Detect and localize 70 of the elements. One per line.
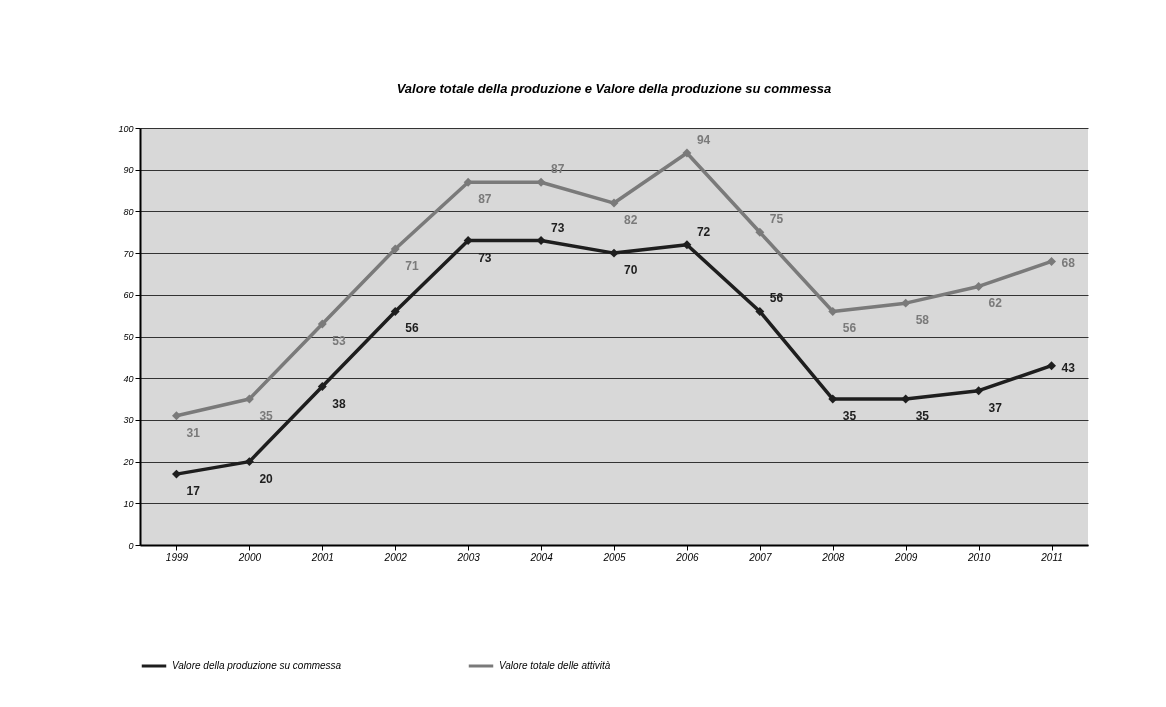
y-tick-label: 20 <box>122 457 134 468</box>
data-label: 56 <box>769 291 784 306</box>
point <box>317 382 327 392</box>
point <box>390 307 400 316</box>
y-tick-label: 0 <box>128 540 134 551</box>
point <box>609 198 619 208</box>
data-label: 38 <box>332 396 346 411</box>
point <box>974 386 984 396</box>
y-tick-label: 90 <box>123 165 134 176</box>
data-label: 73 <box>551 220 565 235</box>
point <box>317 319 327 329</box>
point <box>171 411 181 421</box>
point <box>171 469 181 479</box>
data-label: 73 <box>478 250 492 265</box>
data-label: 31 <box>186 425 201 440</box>
point <box>974 281 984 291</box>
chart-title: Valore totale della produzione e Valore della produzione su commessa <box>396 81 832 96</box>
data-label: 53 <box>332 333 346 348</box>
y-tick-label: 60 <box>123 290 134 301</box>
data-label: 70 <box>624 263 638 278</box>
point <box>609 248 619 258</box>
x-tick-label: 2000 <box>237 551 262 563</box>
data-label: 17 <box>186 484 201 499</box>
data-label: 68 <box>1061 256 1076 271</box>
data-label: 37 <box>988 400 1003 415</box>
data-label: 94 <box>696 133 711 148</box>
y-tick-label: 50 <box>123 332 134 342</box>
data-label: 82 <box>624 213 638 228</box>
data-label: 56 <box>842 321 857 336</box>
data-label: 62 <box>988 296 1003 311</box>
y-tick-label: 80 <box>123 206 134 217</box>
point <box>682 240 692 250</box>
y-tick-label: 30 <box>123 415 134 426</box>
point <box>901 298 911 308</box>
point <box>1047 361 1057 371</box>
x-tick-label: 2011 <box>1040 551 1063 563</box>
x-tick-label: 1999 <box>165 551 189 563</box>
y-tick-label: 40 <box>123 373 134 384</box>
data-label: 72 <box>696 224 711 239</box>
point <box>755 227 765 237</box>
point <box>390 244 400 254</box>
x-tick-label: 2006 <box>675 551 699 563</box>
y-tick-label: 10 <box>123 498 134 509</box>
x-tick-label: 2008 <box>821 551 845 563</box>
x-tick-label: 2001 <box>310 551 334 563</box>
x-tick-label: 2005 <box>602 551 627 563</box>
data-label: 87 <box>478 192 492 207</box>
data-label: 20 <box>259 471 274 486</box>
data-label: 35 <box>915 409 930 424</box>
x-tick-label: 2007 <box>748 551 772 563</box>
data-label: 43 <box>1061 360 1076 375</box>
point <box>682 148 692 158</box>
legend-label: Valore della produzione su commessa <box>172 660 342 671</box>
x-tick-label: 2004 <box>529 551 554 563</box>
data-label: 35 <box>842 409 857 424</box>
x-tick-label: 2003 <box>456 551 481 563</box>
x-tick-label: 2010 <box>966 551 991 563</box>
x-tick-label: 2002 <box>383 551 408 563</box>
data-label: 75 <box>769 212 784 227</box>
x-tick-label: 2009 <box>894 551 918 563</box>
data-label: 35 <box>259 409 274 424</box>
point <box>244 457 254 467</box>
point <box>1047 256 1057 266</box>
data-label: 56 <box>405 321 419 336</box>
point <box>755 307 765 316</box>
y-tick-label: 70 <box>123 248 134 259</box>
legend-label: Valore totale delle attività <box>499 660 611 671</box>
data-label: 58 <box>915 313 930 328</box>
data-label: 71 <box>405 258 419 273</box>
y-tick-label: 100 <box>118 123 134 134</box>
